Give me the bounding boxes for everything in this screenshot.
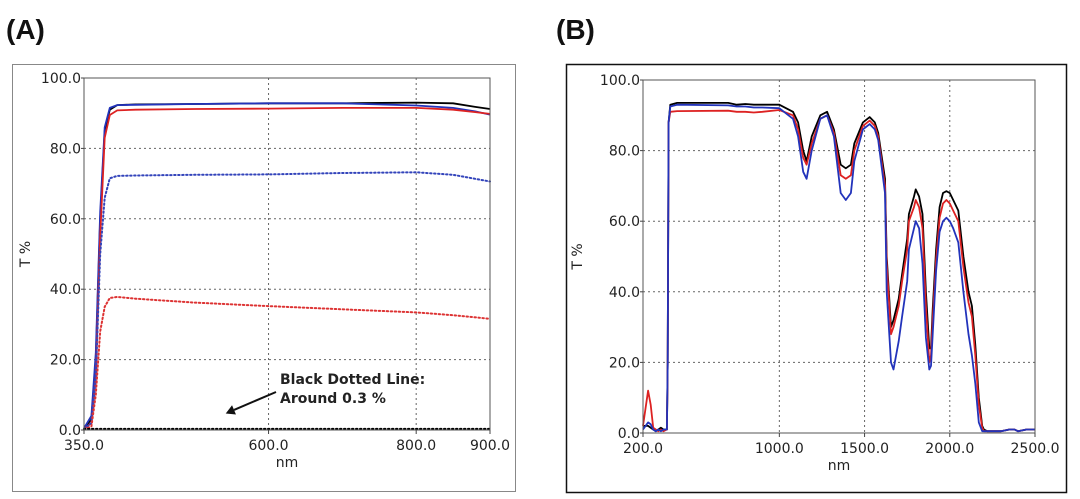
annotation-line-2: Around 0.3 % [280, 391, 386, 407]
x-tick-label: 800.0 [396, 438, 436, 454]
x-tick-label: 2000.0 [925, 441, 974, 457]
chart-b-ylabel: T % [570, 243, 586, 270]
series-line-4-dotted [83, 171, 491, 430]
y-tick-label: 20.0 [50, 353, 81, 369]
chart-b-xlabel: nm [828, 458, 851, 474]
plot-background [643, 80, 1035, 433]
annotation-line-1: Black Dotted Line: [280, 372, 425, 388]
chart-b-ticks: 200.0 1000.0 1500.0 2000.0 2500.0 0.0 20.0 40.0… [600, 73, 1060, 457]
y-tick-label: 20.0 [609, 355, 640, 371]
chart-b-series [642, 102, 1035, 433]
series-line-3 [642, 103, 1035, 433]
plot-background [84, 78, 490, 430]
y-tick-label: 80.0 [609, 144, 640, 160]
chart-a: 350.0 600.0 800.0 900.0 0.0 20.0 40.0 60.0 80.0 1… [12, 64, 516, 492]
y-tick-label: 40.0 [50, 282, 81, 298]
x-tick-label: 1000.0 [755, 441, 804, 457]
chart-a-grid [84, 78, 490, 430]
y-tick-label: 60.0 [609, 214, 640, 230]
chart-a-series [83, 101, 491, 431]
panel-label-b: (B) [556, 14, 595, 45]
chart-a-xlabel: nm [276, 455, 299, 471]
y-tick-label: 60.0 [50, 212, 81, 228]
y-tick-label: 80.0 [50, 141, 81, 157]
y-tick-label: 100.0 [600, 73, 640, 89]
y-tick-label: 0.0 [618, 426, 640, 442]
chart-b-plot-area [642, 79, 1036, 434]
x-tick-label: 600.0 [248, 438, 288, 454]
annotation-arrow [233, 391, 277, 411]
chart-a-ylabel: T % [18, 241, 34, 268]
panel-label-a: (A) [6, 14, 45, 45]
chart-a-ticks: 350.0 600.0 800.0 900.0 0.0 20.0 40.0 60.0 80.0 1… [41, 71, 510, 454]
x-tick-label: 2500.0 [1011, 441, 1060, 457]
x-tick-label: 900.0 [470, 438, 510, 454]
chart-a-plot-area [83, 77, 491, 431]
y-tick-label: 0.0 [59, 423, 81, 439]
x-tick-label: 200.0 [623, 441, 663, 457]
chart-a-annotation: Black Dotted Line: Around 0.3 % [225, 372, 425, 415]
x-tick-label: 1500.0 [840, 441, 889, 457]
chart-b-grid [643, 80, 1035, 433]
series-line-5-dotted [83, 295, 491, 431]
annotation-arrowhead [225, 405, 236, 415]
chart-b: 200.0 1000.0 1500.0 2000.0 2500.0 0.0 20.0 40.0… [565, 63, 1068, 494]
x-tick-label: 350.0 [64, 438, 104, 454]
y-tick-label: 40.0 [609, 285, 640, 301]
y-tick-label: 100.0 [41, 71, 81, 87]
